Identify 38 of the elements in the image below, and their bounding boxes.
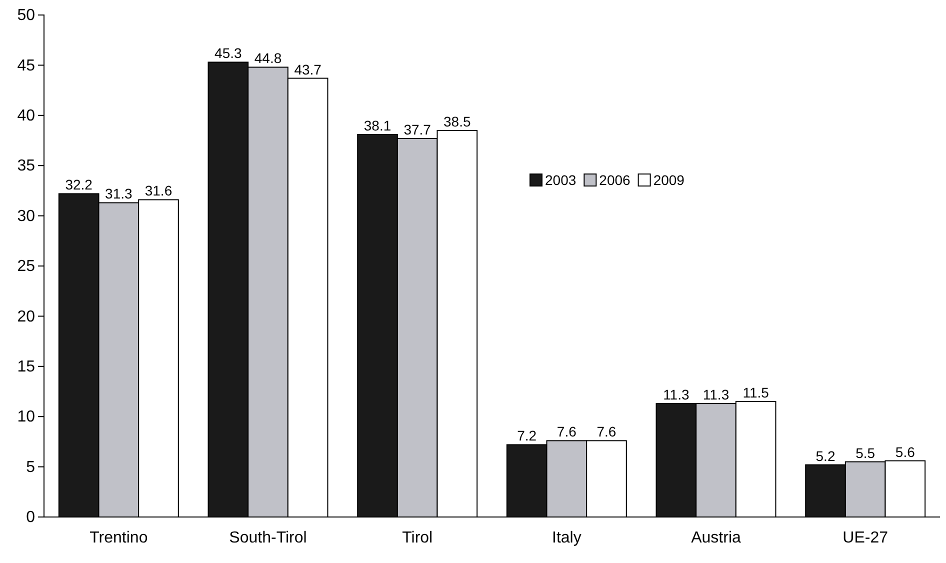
data-label: 45.3 bbox=[214, 45, 242, 62]
legend-label: 2009 bbox=[653, 172, 685, 188]
data-label: 7.2 bbox=[517, 428, 537, 444]
y-tick-label: 40 bbox=[17, 108, 36, 125]
data-label: 37.7 bbox=[404, 121, 432, 138]
data-label: 44.8 bbox=[254, 50, 282, 66]
y-tick-label: 30 bbox=[17, 208, 36, 225]
data-label: 11.3 bbox=[663, 386, 690, 403]
data-label: 38.5 bbox=[444, 113, 471, 130]
x-tick-label: South-Tirol bbox=[229, 529, 307, 546]
data-label: 5.2 bbox=[816, 448, 836, 464]
data-label: 43.7 bbox=[294, 61, 322, 78]
data-label: 5.5 bbox=[856, 444, 876, 461]
y-tick-label: 45 bbox=[17, 57, 36, 74]
data-label: 38.1 bbox=[364, 117, 392, 134]
y-tick-label: 50 bbox=[17, 7, 36, 24]
y-tick-label: 35 bbox=[17, 158, 36, 175]
data-label: 11.3 bbox=[702, 386, 730, 403]
data-label: 31.3 bbox=[105, 186, 133, 202]
data-label: 31.6 bbox=[144, 182, 172, 199]
y-tick-label: 25 bbox=[17, 258, 36, 276]
x-tick-label: Austria bbox=[691, 529, 741, 546]
y-tick-label: 20 bbox=[17, 308, 36, 326]
data-label: 11.5 bbox=[742, 384, 770, 401]
legend-label: 2006 bbox=[599, 172, 631, 188]
data-label: 7.6 bbox=[556, 424, 577, 440]
x-tick-label: UE-27 bbox=[842, 529, 888, 546]
y-tick-label: 5 bbox=[26, 458, 36, 476]
data-label: 32.2 bbox=[65, 176, 93, 193]
data-label: 5.6 bbox=[895, 444, 916, 460]
x-tick-label: Italy bbox=[552, 529, 582, 546]
legend-label: 2003 bbox=[545, 172, 576, 188]
y-tick-label: 0 bbox=[26, 509, 36, 526]
data-label: 7.6 bbox=[596, 424, 616, 440]
x-tick-label: Tirol bbox=[402, 529, 433, 546]
y-tick-label: 10 bbox=[17, 408, 36, 426]
y-tick-label: 15 bbox=[17, 358, 36, 376]
x-tick-label: Trentino bbox=[90, 529, 148, 546]
